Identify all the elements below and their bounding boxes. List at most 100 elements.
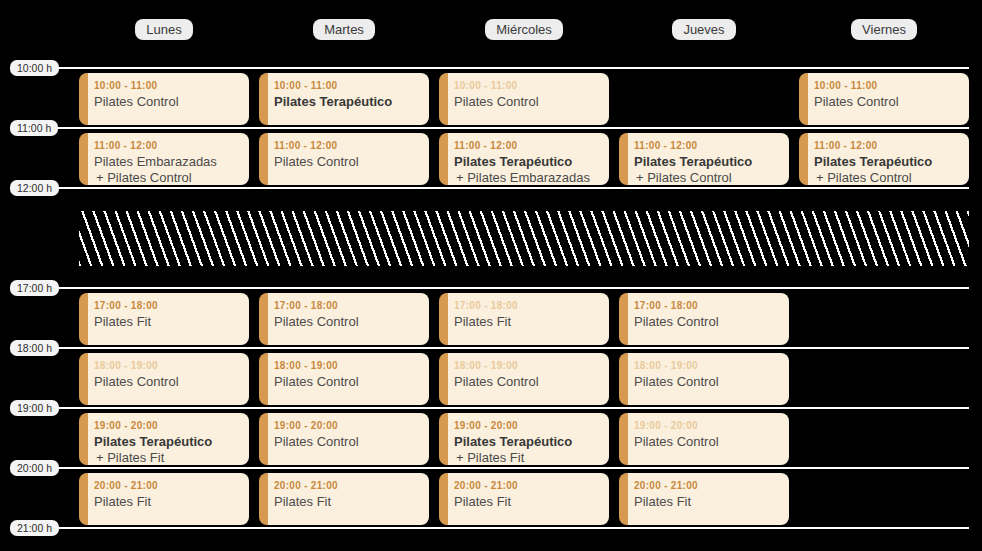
event-title: Pilates Control [634,314,783,330]
event-time: 20:00 - 21:00 [634,479,783,492]
event-card[interactable]: 19:00 - 20:00 Pilates Control [619,413,789,465]
day-header-3: Miércoles [439,19,609,40]
event-card[interactable]: 10:00 - 11:00 Pilates Terapéutico [259,73,429,125]
event-time: 20:00 - 21:00 [274,479,423,492]
time-label: 10:00 h [10,60,59,76]
event-time: 18:00 - 19:00 [274,359,423,372]
event-title: Pilates Fit [454,494,603,510]
day-header-label: Lunes [135,19,192,40]
event-time: 19:00 - 20:00 [634,419,783,432]
event-title: Pilates Embarazadas [94,154,243,170]
event-title: Pilates Control [454,94,603,110]
event-card[interactable]: 20:00 - 21:00 Pilates Fit [259,473,429,525]
event-title: Pilates Control [274,374,423,390]
event-time: 17:00 - 18:00 [274,299,423,312]
day-header-4: Jueves [619,19,789,40]
event-title: Pilates Control [454,374,603,390]
event-title: Pilates Control [274,434,423,450]
event-card[interactable]: 11:00 - 12:00 Pilates Terapéutico+ Pilate… [439,133,609,185]
event-card[interactable]: 18:00 - 19:00 Pilates Control [439,353,609,405]
time-label: 21:00 h [10,520,59,536]
time-label: 17:00 h [10,280,59,296]
event-time: 20:00 - 21:00 [454,479,603,492]
event-time: 11:00 - 12:00 [94,139,243,152]
time-label: 18:00 h [10,340,59,356]
hour-line [55,407,969,409]
event-card[interactable]: 10:00 - 11:00Pilates Control [799,73,969,125]
event-title: Pilates Control [274,314,423,330]
event-title: Pilates Control [634,434,783,450]
event-card[interactable]: 11:00 - 12:00 Pilates Embarazadas+ Pilate… [79,133,249,185]
event-time: 10:00 - 11:00 [454,79,603,92]
event-time: 10:00 - 11:00 [94,79,243,92]
hour-line [55,467,969,469]
event-card[interactable]: 11:00 - 12:00 Pilates Terapéutico+ Pilate… [799,133,969,185]
event-time: 19:00 - 20:00 [274,419,423,432]
event-card[interactable]: 20:00 - 21:00Pilates Fit [79,473,249,525]
day-header-1: Lunes [79,19,249,40]
event-time: 20:00 - 21:00 [94,479,243,492]
event-card[interactable]: 19:00 - 20:00 Pilates Terapéutico+ Pilate… [439,413,609,465]
event-time: 11:00 - 12:00 [454,139,603,152]
event-title: Pilates Terapéutico [814,154,963,170]
event-title: Pilates Control [274,154,423,170]
event-subtitle: + Pilates Fit [94,450,243,465]
time-label: 12:00 h [10,180,59,196]
hour-line [55,127,969,129]
time-label: 19:00 h [10,400,59,416]
event-title: Pilates Terapéutico [454,434,603,450]
event-time: 18:00 - 19:00 [634,359,783,372]
event-card[interactable]: 18:00 - 19:00Pilates Control [79,353,249,405]
event-subtitle: + Pilates Embarazadas [454,170,603,185]
event-time: 17:00 - 18:00 [634,299,783,312]
event-time: 17:00 - 18:00 [454,299,603,312]
event-card[interactable]: 18:00 - 19:00Pilates Control [619,353,789,405]
event-card[interactable]: 20:00 - 21:00 Pilates Fit [619,473,789,525]
event-time: 18:00 - 19:00 [454,359,603,372]
time-label: 11:00 h [10,120,58,136]
event-title: Pilates Fit [634,494,783,510]
hour-line [55,287,969,289]
event-card[interactable]: 11:00 - 12:00 Pilates Control [259,133,429,185]
hour-line [55,347,969,349]
event-time: 11:00 - 12:00 [634,139,783,152]
event-card[interactable]: 17:00 - 18:00 Pilates Control [259,293,429,345]
event-card[interactable]: 17:00 - 18:00Pilates Fit [79,293,249,345]
event-title: Pilates Fit [454,314,603,330]
event-card[interactable]: 19:00 - 20:00 Pilates Terapéutico+ Pilate… [79,413,249,465]
event-card[interactable]: 11:00 - 12:00 Pilates Terapéutico+ Pilate… [619,133,789,185]
event-title: Pilates Terapéutico [274,94,423,110]
event-time: 11:00 - 12:00 [274,139,423,152]
hour-line [55,67,969,69]
closed-hours-hatch [79,211,969,266]
event-card[interactable]: 10:00 - 11:00Pilates Control [79,73,249,125]
event-card[interactable]: 17:00 - 18:00 Pilates Fit [439,293,609,345]
day-header-5: Viernes [799,19,969,40]
event-title: Pilates Terapéutico [454,154,603,170]
day-header-label: Miércoles [485,19,563,40]
event-time: 10:00 - 11:00 [814,79,963,92]
event-time: 19:00 - 20:00 [94,419,243,432]
hour-line [55,527,969,529]
day-header-label: Jueves [672,19,735,40]
event-time: 11:00 - 12:00 [814,139,963,152]
event-card[interactable]: 20:00 - 21:00 Pilates Fit [439,473,609,525]
hour-line [55,187,969,189]
event-card[interactable]: 19:00 - 20:00 Pilates Control [259,413,429,465]
event-card[interactable]: 18:00 - 19:00 Pilates Control [259,353,429,405]
event-time: 10:00 - 11:00 [274,79,423,92]
time-label: 20:00 h [10,460,59,476]
weekly-schedule: LunesMartesMiércolesJuevesViernes 10:00 … [0,0,982,551]
event-title: Pilates Terapéutico [634,154,783,170]
event-time: 18:00 - 19:00 [94,359,243,372]
event-title: Pilates Terapéutico [94,434,243,450]
event-subtitle: + Pilates Control [94,170,243,185]
event-time: 17:00 - 18:00 [94,299,243,312]
event-subtitle: + Pilates Control [634,170,783,185]
event-subtitle: + Pilates Fit [454,450,603,465]
event-card[interactable]: 10:00 - 11:00 Pilates Control [439,73,609,125]
event-card[interactable]: 17:00 - 18:00 Pilates Control [619,293,789,345]
event-subtitle: + Pilates Control [814,170,963,185]
event-time: 19:00 - 20:00 [454,419,603,432]
event-title: Pilates Fit [274,494,423,510]
